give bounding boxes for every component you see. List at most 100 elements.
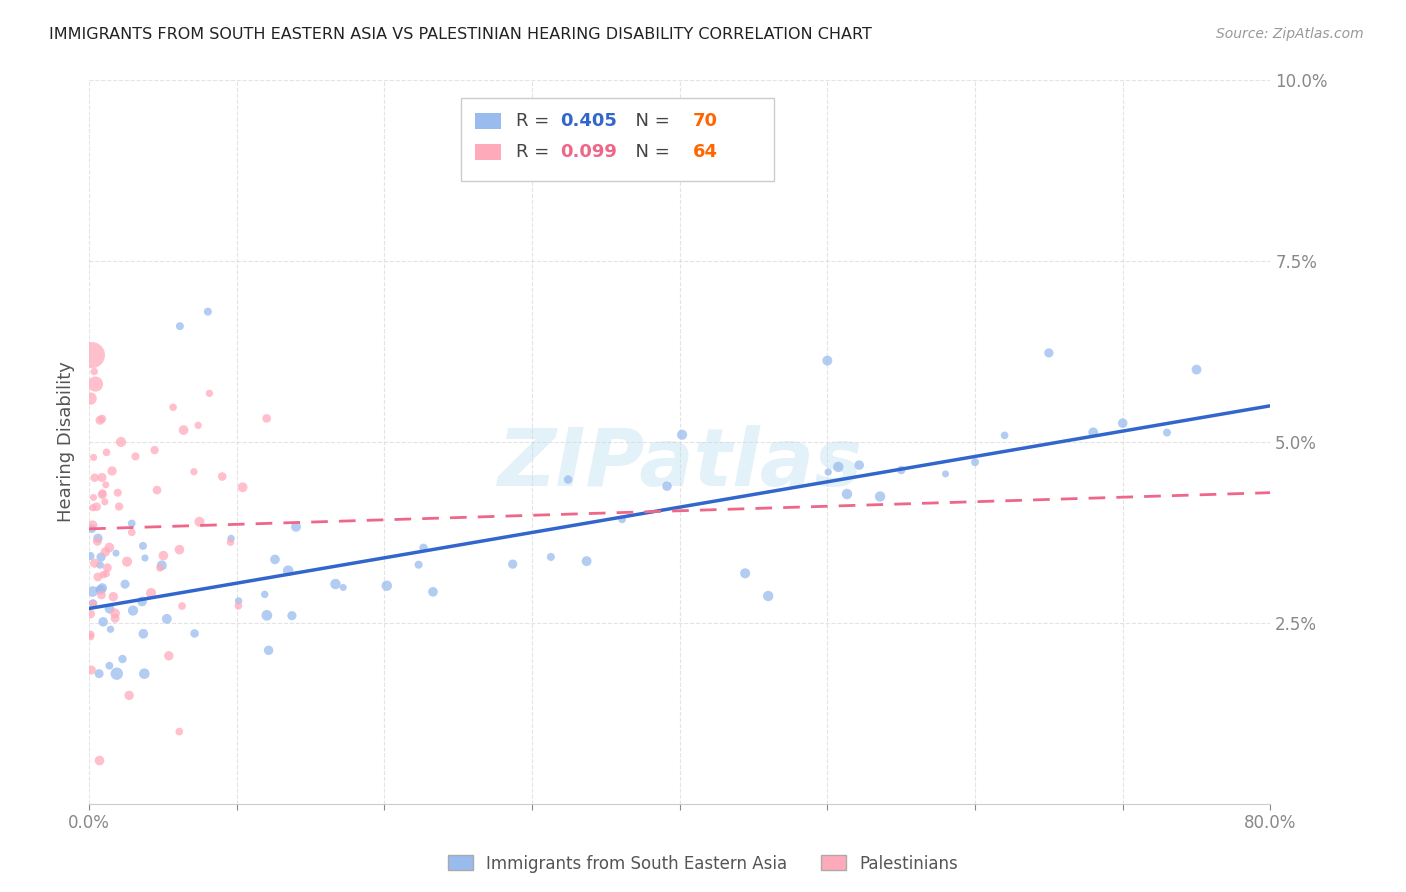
Point xyxy=(228,599,250,613)
Point xyxy=(412,541,434,555)
Point xyxy=(87,570,110,584)
Point xyxy=(121,525,143,540)
Point xyxy=(610,512,633,526)
Point xyxy=(87,531,110,545)
Point xyxy=(91,567,114,582)
Point xyxy=(422,584,444,599)
Point xyxy=(149,561,172,575)
Point xyxy=(89,413,111,427)
Point xyxy=(91,581,114,595)
Point xyxy=(107,485,129,500)
Point xyxy=(79,549,101,563)
Point xyxy=(82,500,104,515)
Point xyxy=(502,557,524,571)
Point xyxy=(89,558,111,572)
Point xyxy=(156,612,179,626)
Point xyxy=(132,539,155,553)
Point xyxy=(848,458,870,472)
Point xyxy=(219,535,242,549)
Point xyxy=(173,423,195,437)
Point xyxy=(170,599,193,613)
Point xyxy=(90,550,112,565)
Point xyxy=(375,579,398,593)
Text: R =: R = xyxy=(516,144,554,161)
Point xyxy=(256,608,278,623)
Point xyxy=(963,455,986,469)
Point xyxy=(228,594,250,608)
Point xyxy=(150,558,173,573)
Point xyxy=(169,319,191,334)
Point xyxy=(281,608,304,623)
Point xyxy=(1156,425,1178,440)
Point xyxy=(89,754,111,768)
Text: 0.405: 0.405 xyxy=(561,112,617,130)
FancyBboxPatch shape xyxy=(461,98,775,181)
Point xyxy=(277,564,299,578)
Point xyxy=(83,556,105,570)
Point xyxy=(103,590,125,604)
Point xyxy=(132,626,155,640)
Point xyxy=(83,450,105,465)
Point xyxy=(540,549,562,564)
Point xyxy=(1083,425,1105,440)
Point xyxy=(131,594,153,608)
Point xyxy=(96,560,118,574)
Point xyxy=(96,445,118,459)
Point xyxy=(91,487,114,501)
Y-axis label: Hearing Disability: Hearing Disability xyxy=(58,361,75,523)
Point xyxy=(256,411,278,425)
Point xyxy=(157,648,180,663)
Point xyxy=(122,604,145,618)
Point xyxy=(91,412,114,426)
Point xyxy=(82,518,104,533)
Point xyxy=(557,473,579,487)
Point xyxy=(219,532,242,546)
Point xyxy=(146,483,169,497)
Point xyxy=(827,459,849,474)
Point xyxy=(94,477,117,491)
Point xyxy=(188,515,211,529)
Point xyxy=(80,522,103,536)
Point xyxy=(101,464,124,478)
Point xyxy=(111,652,134,666)
Point xyxy=(198,386,221,401)
Point xyxy=(94,495,117,509)
Point xyxy=(817,465,839,479)
Point xyxy=(575,554,598,568)
Text: Source: ZipAtlas.com: Source: ZipAtlas.com xyxy=(1216,27,1364,41)
Point xyxy=(325,577,347,591)
Point xyxy=(134,666,156,681)
Point xyxy=(169,542,191,557)
Point xyxy=(80,663,103,677)
Point xyxy=(87,582,110,597)
Point xyxy=(82,596,104,610)
Point xyxy=(121,516,143,531)
Text: N =: N = xyxy=(624,112,676,130)
Point xyxy=(232,480,254,494)
Point xyxy=(332,581,354,595)
Point xyxy=(408,558,430,572)
FancyBboxPatch shape xyxy=(475,113,502,129)
Point xyxy=(91,470,114,484)
Point xyxy=(86,500,108,514)
Point xyxy=(152,549,174,563)
Text: R =: R = xyxy=(516,112,554,130)
Point xyxy=(993,428,1015,442)
Point xyxy=(110,434,132,449)
Point xyxy=(104,606,127,620)
Point xyxy=(756,589,779,603)
Point xyxy=(124,450,146,464)
Point xyxy=(83,471,105,485)
Point xyxy=(79,392,101,406)
Point xyxy=(105,546,128,560)
Point xyxy=(134,551,156,566)
Point xyxy=(87,666,110,681)
Point xyxy=(79,607,101,621)
Point xyxy=(118,689,141,703)
Point xyxy=(139,586,162,600)
Point xyxy=(115,555,138,569)
Point xyxy=(94,545,117,559)
Point xyxy=(91,615,114,629)
Point xyxy=(104,611,127,625)
Text: 64: 64 xyxy=(693,144,717,161)
